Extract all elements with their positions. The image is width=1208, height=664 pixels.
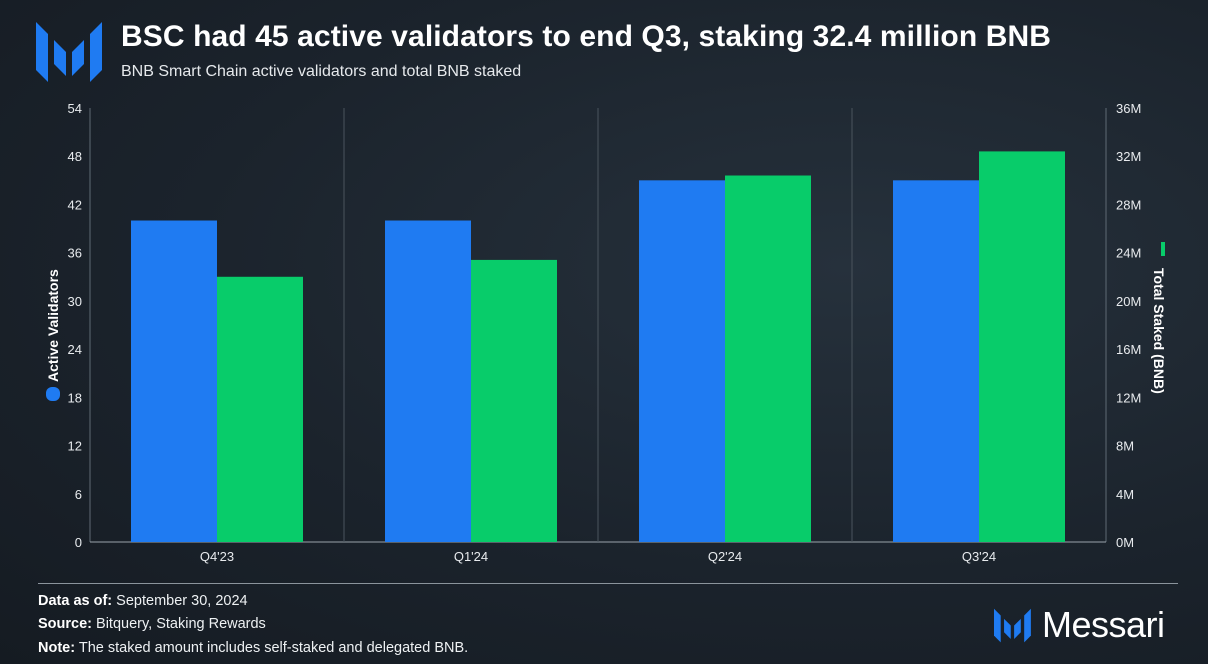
left-tick-label: 36 — [68, 246, 82, 261]
source-line: Source: Bitquery, Staking Rewards — [38, 616, 266, 632]
right-axis-title: Total Staked (BNB) — [1151, 268, 1167, 394]
data-date-line: Data as of: September 30, 2024 — [38, 593, 248, 609]
left-tick-label: 54 — [68, 101, 82, 116]
brand-name: Messari — [1042, 604, 1165, 645]
chart-subtitle: BNB Smart Chain active validators and to… — [121, 63, 522, 80]
left-tick-label: 18 — [68, 390, 82, 405]
right-tick-label: 0M — [1116, 535, 1134, 550]
right-tick-label: 4M — [1116, 487, 1134, 502]
x-tick-label: Q2'24 — [708, 549, 742, 564]
x-tick-label: Q4'23 — [200, 549, 234, 564]
left-axis-title: Active Validators — [45, 269, 61, 382]
staked-bar — [979, 151, 1065, 542]
validators-bar — [893, 180, 979, 543]
validators-bar — [385, 220, 471, 542]
chart-title: BSC had 45 active validators to end Q3, … — [121, 20, 1051, 53]
x-tick-label: Q1'24 — [454, 549, 488, 564]
chart: 0 6 12 18 24 30 36 42 48 54 0M 4M 8M 12M 16M 20M 24M 28M 3… — [45, 101, 1167, 564]
left-tick-label: 12 — [68, 439, 82, 454]
right-tick-label: 36M — [1116, 101, 1141, 116]
right-tick-label: 16M — [1116, 342, 1141, 357]
left-tick-label: 48 — [68, 149, 82, 164]
messari-brand: Messari — [994, 604, 1165, 646]
staked-bar — [471, 259, 557, 542]
left-tick-label: 24 — [68, 342, 82, 357]
right-tick-label: 20M — [1116, 294, 1141, 309]
x-tick-label: Q3'24 — [962, 549, 996, 564]
right-tick-label: 12M — [1116, 390, 1141, 405]
left-axis-title-group: Active Validators — [45, 269, 61, 401]
footer-divider — [38, 583, 1178, 584]
staked-bar — [217, 276, 303, 542]
validators-bar — [639, 180, 725, 543]
validators-bar — [131, 220, 217, 542]
left-tick-label: 0 — [75, 535, 82, 550]
right-tick-label: 24M — [1116, 246, 1141, 261]
note-line: Note: The staked amount includes self-st… — [38, 640, 469, 656]
right-tick-label: 8M — [1116, 439, 1134, 454]
left-tick-label: 6 — [75, 487, 82, 502]
left-tick-label: 30 — [68, 294, 82, 309]
messari-logo-icon — [36, 22, 102, 82]
validators-legend-marker — [46, 387, 60, 401]
right-tick-label: 32M — [1116, 149, 1141, 164]
messari-brand-icon — [994, 608, 1031, 643]
right-axis-title-group: Total Staked (BNB) — [1151, 242, 1167, 394]
left-tick-label: 42 — [68, 197, 82, 212]
staked-bar — [725, 175, 811, 542]
staked-legend-marker — [1161, 242, 1165, 256]
right-tick-label: 28M — [1116, 197, 1141, 212]
